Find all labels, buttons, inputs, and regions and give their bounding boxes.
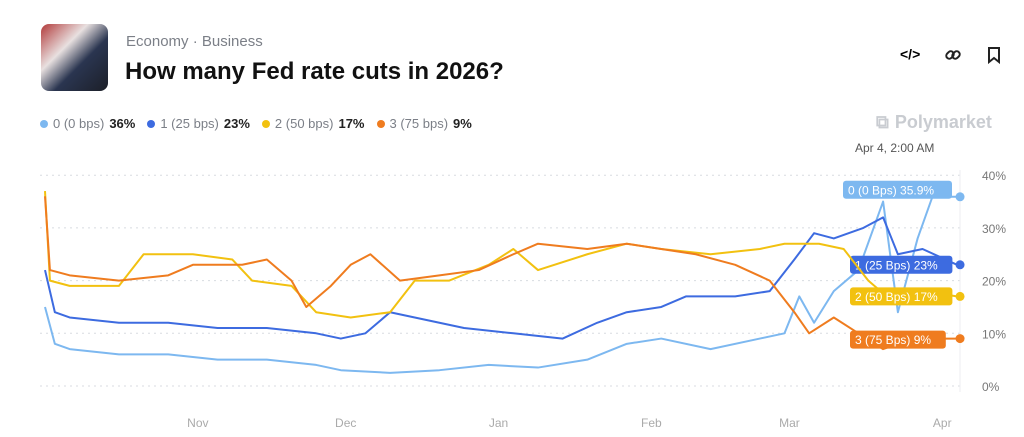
legend-item[interactable]: 1 (25 bps) 23% — [147, 116, 250, 131]
legend-dot-icon — [147, 119, 156, 128]
series-endpoint-3 — [955, 334, 965, 344]
series-tooltip-label: 2 (50 Bps) 17% — [855, 290, 938, 304]
series-tooltip-label: 1 (25 Bps) 23% — [855, 258, 938, 272]
series-endpoint-2 — [955, 291, 965, 301]
series-endpoint-1 — [955, 260, 965, 270]
series-tooltip-2 — [850, 287, 953, 306]
legend-value: 23% — [223, 116, 250, 131]
page-title: How many Fed rate cuts in 2026? — [125, 58, 504, 85]
series-line-3 — [44, 196, 958, 351]
x-tick-label: Mar — [779, 416, 800, 430]
bookmark-icon[interactable] — [987, 46, 1001, 64]
legend-item[interactable]: 2 (50 bps) 17% — [261, 116, 365, 131]
hover-timestamp: Apr 4, 2:00 AM — [855, 141, 935, 155]
series-line-2 — [44, 190, 958, 319]
legend-value: 36% — [109, 116, 136, 131]
series-line-0 — [44, 195, 958, 374]
legend-dot-icon — [40, 119, 48, 128]
legend-item[interactable]: 0 (0 bps) 36% — [40, 116, 135, 131]
series-tooltip-3 — [850, 330, 946, 349]
x-tick-label: Feb — [641, 416, 662, 430]
x-tick-label: Jan — [489, 416, 508, 430]
legend-item[interactable]: 3 (75 bps) 9% — [376, 116, 472, 131]
series-tooltip-0 — [843, 180, 952, 199]
x-tick-label: Apr — [933, 416, 952, 430]
breadcrumb[interactable]: Economy · Business — [126, 33, 263, 50]
series-tooltip-label: 3 (75 Bps) 9% — [855, 333, 931, 347]
x-tick-label: Nov — [187, 416, 208, 430]
legend-label: 3 (75 bps) — [389, 116, 449, 131]
series-endpoint-0 — [955, 192, 965, 202]
legend-dot-icon — [376, 119, 385, 128]
legend-label: 2 (50 bps) — [274, 116, 334, 131]
y-tick-label: 30% — [982, 222, 1006, 236]
polymarket-icon: ⧉ — [876, 112, 889, 132]
polymarket-logo: ⧉ Polymarket — [876, 112, 992, 133]
series-tooltip-1 — [850, 255, 953, 274]
legend-label: 1 (25 bps) — [160, 116, 219, 131]
legend-value: 9% — [453, 116, 472, 131]
market-thumbnail — [41, 24, 108, 91]
series-line-1 — [44, 216, 958, 340]
y-tick-label: 10% — [982, 327, 1006, 341]
y-tick-label: 20% — [982, 275, 1006, 289]
code-icon[interactable]: </> — [900, 46, 921, 62]
brand-name: Polymarket — [894, 112, 992, 132]
legend-value: 17% — [338, 116, 365, 131]
link-icon[interactable] — [944, 46, 962, 64]
y-tick-label: 40% — [982, 169, 1006, 183]
y-tick-label: 0% — [982, 380, 1000, 394]
legend-label: 0 (0 bps) — [53, 116, 105, 131]
series-tooltip-label: 0 (0 Bps) 35.9% — [848, 183, 934, 197]
legend-dot-icon — [261, 119, 270, 128]
x-tick-label: Dec — [335, 416, 356, 430]
legend: 0 (0 bps) 36% 1 (25 bps) 23% 2 (50 bps) 17% 3 … — [40, 116, 472, 131]
